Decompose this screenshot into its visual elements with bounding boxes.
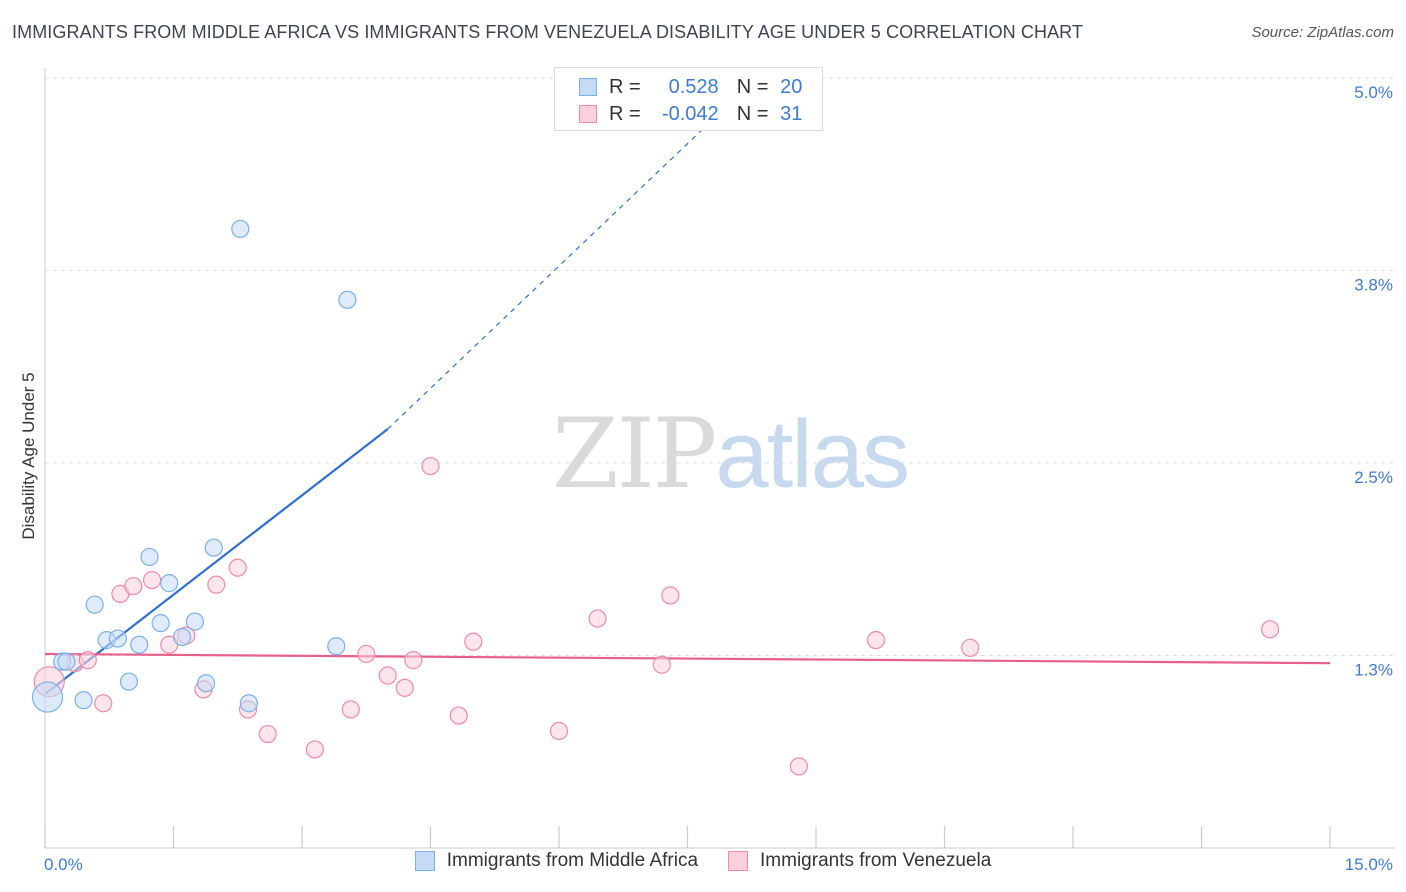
- watermark-zip: ZIP: [552, 398, 717, 510]
- data-point-middle-africa: [130, 635, 149, 654]
- data-point-venezuela: [228, 558, 247, 577]
- data-point-venezuela: [464, 632, 483, 651]
- correlation-legend: R = 0.528 N = 20 R = -0.042 N = 31: [554, 67, 823, 131]
- legend-n-label: N =: [736, 75, 769, 98]
- y-tick-label: 5.0%: [1354, 83, 1393, 102]
- legend-n-value: 20: [780, 75, 803, 98]
- data-point-middle-africa: [74, 691, 93, 710]
- x-tick-label: 0.0%: [44, 855, 83, 874]
- label-layer: 1.3% 2.5% 3.8% 5.0% 0.0% 15.0% Disability Age …: [19, 83, 1393, 874]
- points-layer: [31, 219, 1280, 776]
- data-point-middle-africa: [85, 595, 104, 614]
- series-swatch-blue: [414, 851, 435, 871]
- series-legend-item-middle-africa[interactable]: Immigrants from Middle Africa: [414, 850, 699, 872]
- legend-row-middle-africa: R = 0.528 N = 20: [579, 75, 802, 99]
- series-swatch-pink: [728, 851, 749, 871]
- data-point-venezuela: [449, 706, 468, 725]
- legend-r-label: R =: [609, 102, 641, 125]
- data-point-middle-africa: [57, 652, 76, 671]
- data-point-venezuela: [404, 651, 423, 670]
- data-point-venezuela: [207, 575, 226, 594]
- watermark: ZIPatlas: [552, 398, 910, 510]
- data-point-middle-africa: [172, 627, 192, 647]
- legend-n-label: N =: [736, 102, 769, 125]
- data-point-venezuela: [652, 655, 671, 674]
- data-point-middle-africa: [231, 219, 250, 239]
- chart-title: IMMIGRANTS FROM MIDDLE AFRICA VS IMMIGRA…: [12, 22, 1084, 42]
- watermark-atlas: atlas: [715, 401, 910, 508]
- trend-line-solid: [44, 652, 1331, 665]
- data-point-venezuela: [961, 638, 980, 657]
- data-point-venezuela: [588, 609, 607, 628]
- series-legend-item-venezuela[interactable]: Immigrants from Venezuela: [728, 850, 991, 872]
- data-point-venezuela: [421, 456, 440, 476]
- data-point-middle-africa: [31, 681, 64, 713]
- data-point-venezuela: [395, 678, 414, 697]
- legend-swatch-blue: [579, 78, 597, 96]
- trend-layer: [44, 69, 1331, 695]
- y-tick-label: 2.5%: [1354, 468, 1393, 487]
- series-legend-label: Immigrants from Middle Africa: [446, 850, 699, 871]
- data-point-middle-africa: [327, 637, 346, 656]
- data-point-venezuela: [94, 694, 113, 713]
- legend-row-venezuela: R = -0.042 N = 31: [579, 102, 802, 126]
- series-legend-label: Immigrants from Venezuela: [760, 850, 992, 871]
- x-tick-label: 15.0%: [1345, 855, 1393, 874]
- data-point-middle-africa: [196, 674, 216, 693]
- y-tick-label: 1.3%: [1354, 661, 1393, 680]
- source-label: Source: ZipAtlas.com: [1251, 24, 1394, 41]
- data-point-venezuela: [866, 630, 886, 650]
- data-point-venezuela: [357, 644, 376, 664]
- legend-n-value: 31: [780, 102, 803, 125]
- data-point-venezuela: [305, 740, 324, 759]
- data-point-middle-africa: [338, 290, 357, 309]
- trend-line-solid: [44, 428, 389, 695]
- data-point-venezuela: [789, 757, 808, 776]
- legend-r-value: -0.042: [661, 102, 719, 125]
- data-point-middle-africa: [151, 614, 170, 633]
- axis-layer: [44, 68, 1395, 849]
- data-point-venezuela: [142, 570, 162, 590]
- legend-r-label: R =: [609, 75, 641, 98]
- grid-layer: [45, 77, 1395, 656]
- data-point-venezuela: [124, 577, 143, 596]
- legend-r-value: 0.528: [668, 75, 719, 98]
- data-point-venezuela: [1260, 620, 1280, 639]
- data-point-middle-africa: [119, 672, 139, 691]
- data-point-middle-africa: [160, 574, 179, 593]
- legend-swatch-pink: [579, 105, 597, 123]
- data-point-venezuela: [258, 724, 277, 744]
- y-tick-label: 3.8%: [1354, 276, 1393, 295]
- data-point-middle-africa: [185, 612, 205, 631]
- data-point-venezuela: [341, 700, 360, 719]
- data-point-venezuela: [549, 721, 569, 741]
- data-point-middle-africa: [204, 538, 223, 557]
- data-point-middle-africa: [239, 694, 258, 713]
- data-point-venezuela: [378, 666, 397, 685]
- y-axis-label: Disability Age Under 5: [19, 372, 38, 539]
- data-point-middle-africa: [140, 547, 159, 567]
- data-point-venezuela: [78, 651, 97, 670]
- data-point-venezuela: [661, 586, 680, 605]
- series-legend: Immigrants from Middle Africa Immigrants…: [0, 850, 1406, 872]
- data-point-middle-africa: [108, 629, 127, 648]
